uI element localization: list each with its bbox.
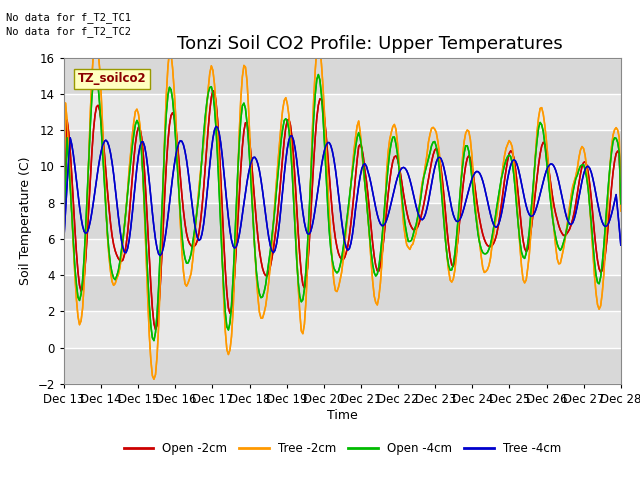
Bar bbox=[64, 312, 621, 348]
Y-axis label: Soil Temperature (C): Soil Temperature (C) bbox=[19, 156, 32, 285]
Text: No data for f_T2_TC2: No data for f_T2_TC2 bbox=[6, 26, 131, 37]
Bar bbox=[64, 167, 621, 203]
Bar bbox=[64, 348, 621, 384]
Text: TZ_soilco2: TZ_soilco2 bbox=[78, 72, 147, 85]
Text: No data for f_T2_TC1: No data for f_T2_TC1 bbox=[6, 12, 131, 23]
Bar bbox=[64, 94, 621, 130]
Legend: Open -2cm, Tree -2cm, Open -4cm, Tree -4cm: Open -2cm, Tree -2cm, Open -4cm, Tree -4… bbox=[119, 437, 566, 460]
X-axis label: Time: Time bbox=[327, 409, 358, 422]
Title: Tonzi Soil CO2 Profile: Upper Temperatures: Tonzi Soil CO2 Profile: Upper Temperatur… bbox=[177, 35, 563, 53]
Bar bbox=[64, 239, 621, 275]
Bar bbox=[64, 203, 621, 239]
Bar bbox=[64, 275, 621, 312]
Bar bbox=[64, 58, 621, 94]
Bar bbox=[64, 130, 621, 167]
